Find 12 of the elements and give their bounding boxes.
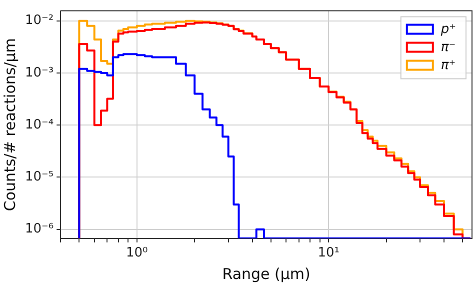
y-tick-label: 10⁻³ bbox=[24, 65, 54, 80]
y-axis-title: Counts/# reactions/μm bbox=[0, 38, 19, 212]
x-tick-label: 10⁰ bbox=[126, 246, 148, 261]
x-axis-title: Range (μm) bbox=[222, 264, 310, 283]
x-tick-label: 10¹ bbox=[318, 246, 340, 261]
y-tick-label: 10⁻⁴ bbox=[24, 117, 54, 132]
y-tick-label: 10⁻⁶ bbox=[24, 222, 54, 237]
y-tick-label: 10⁻⁵ bbox=[24, 170, 54, 185]
legend-label: p⁺ bbox=[440, 22, 456, 38]
y-tick-label: 10⁻² bbox=[24, 13, 54, 28]
legend-label: π⁺ bbox=[440, 58, 456, 74]
legend-label: π⁻ bbox=[440, 40, 456, 56]
